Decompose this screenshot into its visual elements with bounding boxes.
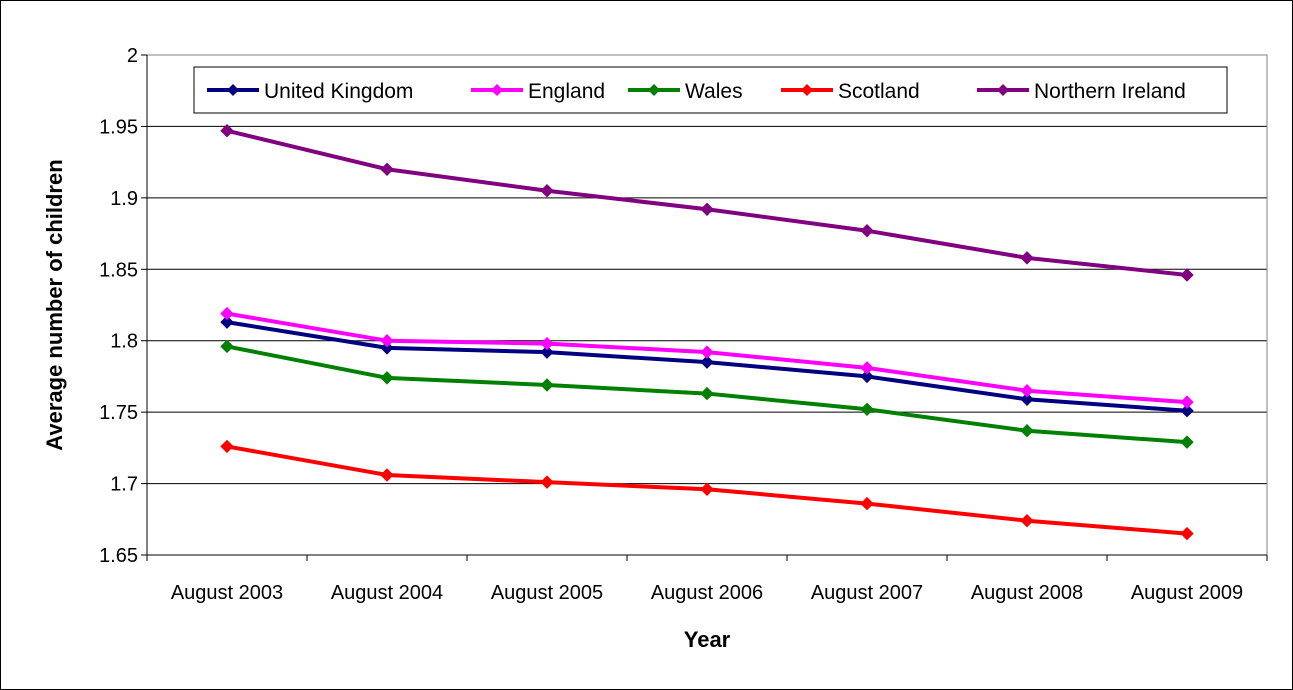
x-tick-label: August 2004 — [331, 582, 443, 604]
data-point — [380, 334, 394, 348]
data-point — [220, 124, 234, 138]
data-point — [380, 468, 394, 482]
legend-marker — [648, 84, 660, 96]
y-tick-label: 1.8 — [110, 331, 138, 353]
data-point — [1180, 435, 1194, 449]
axes: 1.65 1.7 1.75 1.8 1.85 1.9 1.95 2 August 2003 Aug… — [99, 45, 1268, 604]
data-point — [1180, 526, 1194, 541]
y-tick-label: 1.85 — [99, 259, 138, 281]
legend-marker — [491, 84, 503, 96]
series-england — [220, 306, 1194, 409]
series-scotland — [220, 439, 1194, 541]
legend-label: England — [528, 80, 605, 103]
legend: United Kingdom England Wales Scotland Northe… — [193, 66, 1228, 114]
data-point — [700, 202, 714, 216]
x-tick-label: August 2005 — [491, 582, 603, 604]
legend-label: Northern Ireland — [1034, 80, 1186, 103]
y-tick-label: 1.75 — [99, 402, 138, 424]
data-point — [700, 482, 714, 496]
legend-item-united-kingdom: United Kingdom — [207, 80, 413, 103]
legend-label: Scotland — [838, 80, 920, 103]
legend-item-england: England — [471, 80, 605, 103]
data-point — [540, 345, 554, 359]
data-point — [220, 315, 234, 329]
y-tick-label: 1.65 — [99, 545, 138, 567]
data-point — [860, 496, 874, 511]
x-axis-title: Year — [684, 627, 731, 652]
legend-item-northern-ireland: Northern Ireland — [977, 80, 1186, 103]
data-point — [860, 369, 874, 384]
legend-label: Wales — [685, 80, 743, 103]
data-point — [860, 224, 874, 238]
data-point — [220, 339, 234, 354]
gridlines — [147, 125, 1267, 485]
data-point — [220, 439, 234, 454]
data-point — [1020, 424, 1034, 438]
data-point — [700, 386, 714, 401]
y-tick-label: 1.9 — [110, 188, 138, 210]
data-point — [700, 355, 714, 369]
data-point — [380, 371, 394, 385]
data-point — [540, 184, 554, 198]
data-point — [1180, 395, 1194, 409]
y-tick-label: 1.95 — [99, 116, 138, 138]
y-tick-label: 2 — [127, 45, 138, 67]
legend-item-scotland: Scotland — [781, 80, 920, 103]
data-point — [380, 341, 394, 355]
legend-label: United Kingdom — [264, 80, 413, 103]
x-tick-label: August 2003 — [171, 582, 283, 604]
legend-box — [193, 66, 1228, 114]
data-point — [860, 402, 874, 416]
data-point — [1180, 268, 1194, 282]
series-northern-ireland — [220, 124, 1194, 282]
x-tick-label: August 2006 — [651, 582, 763, 604]
data-point — [1020, 251, 1034, 265]
series-united-kingdom — [220, 315, 1194, 418]
x-tick-label: August 2009 — [1131, 582, 1243, 604]
data-point — [1020, 384, 1034, 398]
x-tick-label: August 2007 — [811, 582, 923, 604]
data-point — [540, 475, 554, 489]
legend-item-wales: Wales — [628, 80, 743, 103]
data-point — [1020, 392, 1034, 406]
data-point — [540, 378, 554, 392]
data-point — [700, 345, 714, 359]
series-lines — [220, 124, 1194, 541]
data-point — [860, 361, 874, 375]
data-point — [1180, 404, 1194, 418]
y-axis-title: Average number of children — [42, 159, 67, 450]
data-point — [380, 162, 394, 176]
legend-marker — [227, 84, 239, 96]
data-point — [220, 306, 234, 321]
plot-area — [146, 54, 1268, 556]
legend-marker — [801, 84, 813, 96]
data-point — [1020, 514, 1034, 528]
x-tick-label: August 2008 — [971, 582, 1083, 604]
series-wales — [220, 339, 1194, 449]
y-tick-label: 1.7 — [110, 474, 138, 496]
legend-marker — [997, 84, 1009, 96]
data-point — [540, 336, 554, 351]
